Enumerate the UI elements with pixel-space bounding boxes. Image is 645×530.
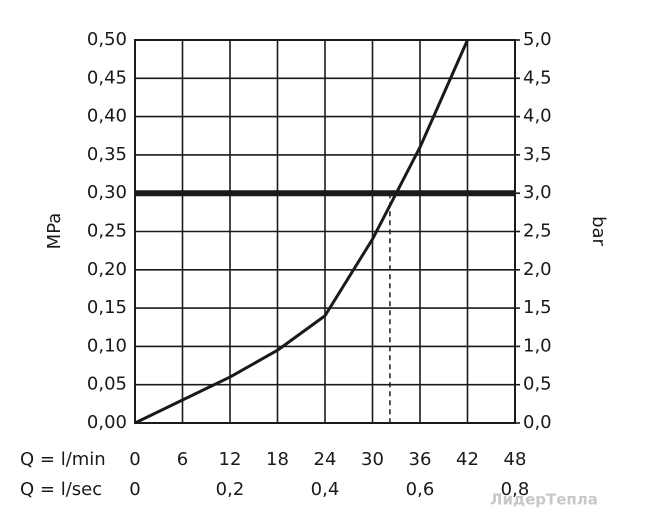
y2-tick-label: 4,5: [523, 67, 552, 88]
y-axis-label: MPa: [44, 213, 65, 250]
curve: [134, 39, 469, 425]
y2-axis-label: bar: [588, 216, 609, 246]
y2-tick-label: 4,0: [523, 106, 552, 127]
x2-axis-label: Q = l/sec: [20, 479, 102, 500]
x-tick-label: 12: [219, 449, 242, 470]
x2-tick-label: 0,6: [406, 479, 435, 500]
x-tick-label: 18: [266, 449, 289, 470]
y2-tick-label: 1,5: [523, 297, 552, 318]
x-tick-label: 36: [409, 449, 432, 470]
y2-tick-label: 0,0: [523, 412, 552, 433]
y-tick-label: 0,50: [87, 29, 127, 50]
plot-frame: [134, 39, 516, 424]
x2-tick-label: 0,8: [501, 479, 530, 500]
y2-tick-label: 3,5: [523, 144, 552, 165]
y2-tick-label: 1,0: [523, 335, 552, 356]
x-tick-label: 30: [361, 449, 384, 470]
x2-tick-label: 0: [129, 479, 140, 500]
y2-tick-label: 2,5: [523, 221, 552, 242]
y-tick-label: 0,10: [87, 335, 127, 356]
x-tick-label: 24: [314, 449, 337, 470]
x-tick-label: 42: [456, 449, 479, 470]
y2-tick-label: 5,0: [523, 29, 552, 50]
y-tick-label: 0,40: [87, 106, 127, 127]
y-tick-label: 0,20: [87, 259, 127, 280]
y2-tick-label: 2,0: [523, 259, 552, 280]
x-axis-label: Q = l/min: [20, 449, 106, 470]
y-tick-label: 0,45: [87, 67, 127, 88]
x-tick-label: 6: [177, 449, 188, 470]
y-tick-label: 0,05: [87, 374, 127, 395]
y2-tick-label: 3,0: [523, 182, 552, 203]
y-tick-label: 0,00: [87, 412, 127, 433]
x-tick-label: 0: [129, 449, 140, 470]
watermark: ЛидерТепла: [490, 491, 598, 509]
y-tick-label: 0,15: [87, 297, 127, 318]
y-tick-label: 0,25: [87, 221, 127, 242]
y-tick-label: 0,30: [87, 182, 127, 203]
y2-tick-label: 0,5: [523, 374, 552, 395]
y-tick-label: 0,35: [87, 144, 127, 165]
x2-tick-label: 0,4: [311, 479, 340, 500]
x-tick-label: 48: [504, 449, 527, 470]
x2-tick-label: 0,2: [216, 479, 245, 500]
